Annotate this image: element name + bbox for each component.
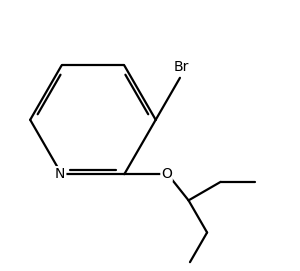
Text: O: O	[161, 167, 172, 181]
Text: Br: Br	[174, 60, 189, 75]
Text: N: N	[55, 167, 65, 181]
